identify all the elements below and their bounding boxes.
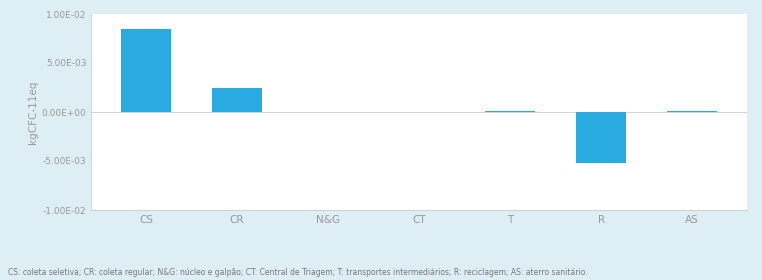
Bar [667,111,717,112]
Y-axis label: kgCFC-11eq: kgCFC-11eq [27,80,37,144]
Bar [576,112,626,163]
Bar [121,29,171,112]
Text: CS: coleta seletiva; CR: coleta regular; N&G: núcleo e galpão; CT: Central de Tr: CS: coleta seletiva; CR: coleta regular;… [8,268,588,277]
Bar [485,111,535,112]
Bar [212,87,262,112]
